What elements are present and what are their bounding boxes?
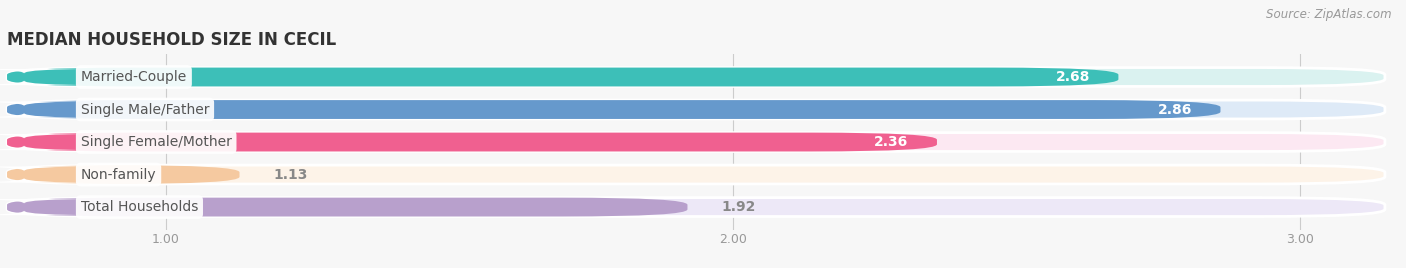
FancyBboxPatch shape xyxy=(7,198,1385,217)
Text: 1.92: 1.92 xyxy=(721,200,756,214)
FancyBboxPatch shape xyxy=(7,133,936,151)
FancyBboxPatch shape xyxy=(0,101,104,118)
FancyBboxPatch shape xyxy=(0,69,104,85)
Text: Single Male/Father: Single Male/Father xyxy=(80,103,209,117)
FancyBboxPatch shape xyxy=(7,133,1385,151)
FancyBboxPatch shape xyxy=(7,165,239,184)
FancyBboxPatch shape xyxy=(0,134,104,150)
Text: Married-Couple: Married-Couple xyxy=(80,70,187,84)
FancyBboxPatch shape xyxy=(0,199,104,215)
Text: 2.36: 2.36 xyxy=(875,135,908,149)
Text: 1.13: 1.13 xyxy=(274,168,308,181)
Text: 2.86: 2.86 xyxy=(1157,103,1192,117)
FancyBboxPatch shape xyxy=(7,100,1220,119)
Text: Single Female/Mother: Single Female/Mother xyxy=(80,135,232,149)
FancyBboxPatch shape xyxy=(7,198,688,217)
Text: Source: ZipAtlas.com: Source: ZipAtlas.com xyxy=(1267,8,1392,21)
FancyBboxPatch shape xyxy=(7,68,1118,87)
Text: MEDIAN HOUSEHOLD SIZE IN CECIL: MEDIAN HOUSEHOLD SIZE IN CECIL xyxy=(7,31,336,49)
Text: Total Households: Total Households xyxy=(80,200,198,214)
FancyBboxPatch shape xyxy=(7,68,1385,87)
FancyBboxPatch shape xyxy=(7,165,1385,184)
FancyBboxPatch shape xyxy=(0,166,104,183)
Text: 2.68: 2.68 xyxy=(1056,70,1090,84)
Text: Non-family: Non-family xyxy=(80,168,156,181)
FancyBboxPatch shape xyxy=(7,100,1385,119)
